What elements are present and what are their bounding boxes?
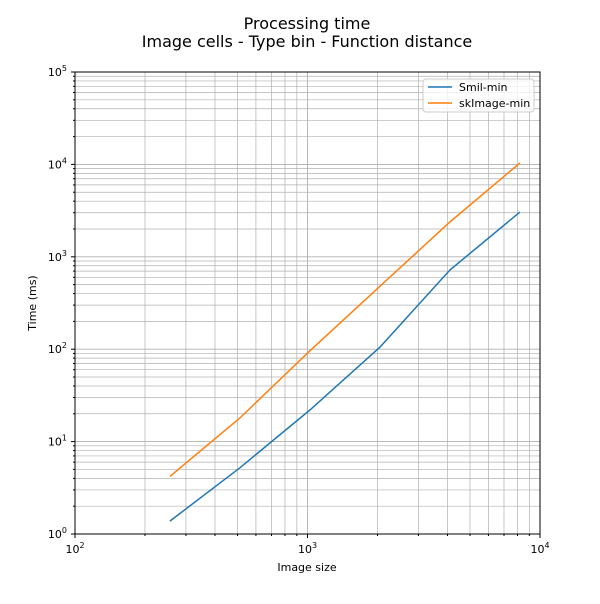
x-tick-label: 102 <box>65 541 84 556</box>
y-tick-label: 103 <box>48 249 67 264</box>
y-axis-label: Time (ms) <box>26 275 39 331</box>
chart-title: Processing time <box>244 14 371 33</box>
chart-subtitle: Image cells - Type bin - Function distan… <box>142 32 472 51</box>
y-tick-label: 101 <box>48 434 67 449</box>
x-axis-label: Image size <box>277 561 337 574</box>
y-tick-label: 100 <box>48 526 67 541</box>
grid <box>74 72 540 535</box>
x-tick-label: 104 <box>530 541 549 556</box>
y-tick-label: 104 <box>48 156 67 171</box>
series-lines <box>169 162 521 522</box>
series-line-skimage-min <box>169 162 521 477</box>
series-line-smil-min <box>169 211 521 522</box>
legend-label: Smil-min <box>459 81 508 94</box>
legend-label: skImage-min <box>459 97 530 110</box>
x-tick-label: 103 <box>298 541 317 556</box>
y-tick-label: 102 <box>48 341 67 356</box>
y-tick-label: 105 <box>48 64 67 79</box>
legend: Smil-min skImage-min <box>422 78 535 113</box>
ticks: 102 103 104 100 101 102 103 104 105 <box>48 64 550 556</box>
